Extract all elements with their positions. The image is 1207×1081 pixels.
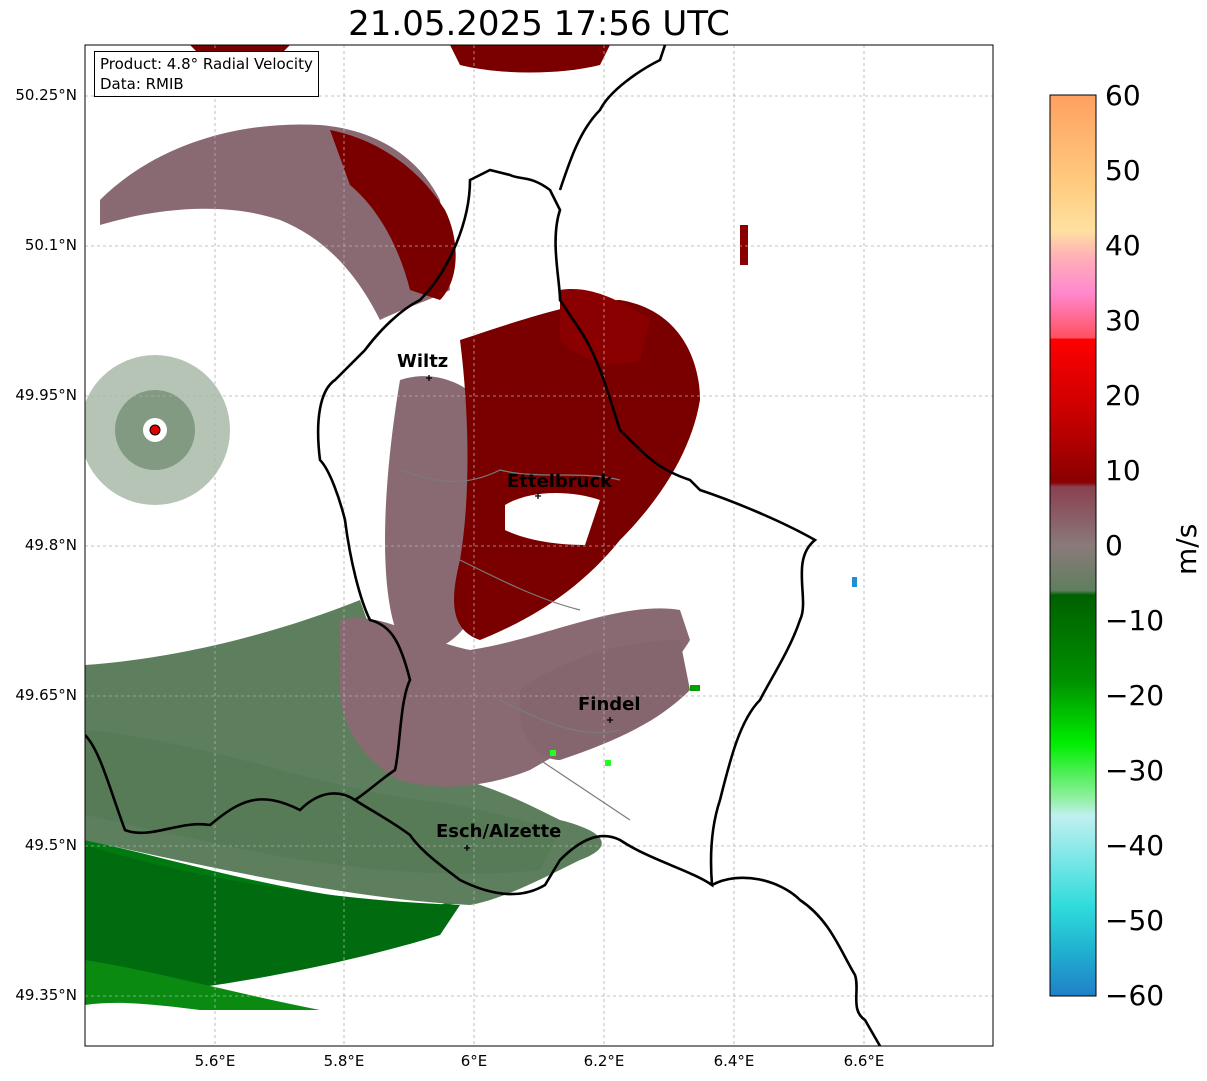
- colorbar-tick: 10: [1105, 454, 1141, 487]
- velocity-area-neutral-green-2: [85, 730, 560, 874]
- colorbar-tick: 30: [1105, 304, 1141, 337]
- x-tick-label: 6.2°E: [583, 1052, 625, 1070]
- velocity-gap: [505, 493, 600, 545]
- velocity-area-mauve-east: [520, 640, 690, 760]
- colorbar-tick: −40: [1105, 829, 1165, 862]
- x-tick-label: 6.6°E: [843, 1052, 885, 1070]
- x-tick-label: 6°E: [460, 1052, 488, 1070]
- y-tick-label: 49.35°N: [15, 986, 77, 1004]
- colorbar-tick: 60: [1105, 79, 1141, 112]
- radar-site-marker: [149, 424, 161, 436]
- colorbar-tick: −60: [1105, 979, 1165, 1012]
- velocity-area-receding-red-north: [560, 289, 650, 364]
- velocity-area-top-red: [450, 45, 610, 73]
- y-tick-label: 50.1°N: [24, 236, 77, 254]
- colorbar-unit-label: m/s: [1170, 523, 1203, 575]
- colorbar-tick: −30: [1105, 754, 1165, 787]
- radar-layer: [85, 45, 857, 1010]
- district-borders: [399, 469, 631, 821]
- x-tick-label: 5.8°E: [323, 1052, 365, 1070]
- colorbar-frame: [1049, 94, 1097, 997]
- colorbar-tick: 40: [1105, 229, 1141, 262]
- y-tick-label: 49.65°N: [15, 686, 77, 704]
- echo-speck: [852, 577, 857, 587]
- city-label-esch-alzette: Esch/Alzette: [436, 821, 562, 842]
- country-border-luxembourg: [316, 168, 818, 896]
- x-tick-label: 5.6°E: [194, 1052, 236, 1070]
- y-tick-label: 49.5°N: [24, 836, 77, 854]
- axes-frame: [84, 44, 994, 1047]
- info-box: Product: 4.8° Radial Velocity Data: RMIB: [94, 51, 319, 97]
- city-label-ettelbruck: Ettelbruck: [507, 471, 613, 492]
- city-label-wiltz: Wiltz: [397, 351, 449, 372]
- colorbar-tick: 50: [1105, 154, 1141, 187]
- product-label: Product: 4.8° Radial Velocity: [100, 55, 313, 73]
- velocity-area-green-edge: [85, 960, 320, 1010]
- echo-speck: [740, 225, 748, 265]
- map-title: 21.05.2025 17:56 UTC: [348, 4, 730, 44]
- colorbar-tick: 0: [1105, 529, 1123, 562]
- colorbar-tick: −20: [1105, 679, 1165, 712]
- city-markers: [426, 375, 613, 851]
- country-border-germany-france: [711, 876, 882, 1046]
- country-border-belgium-france: [85, 734, 356, 835]
- echo-speck: [550, 750, 556, 756]
- data-source-label: Data: RMIB: [100, 75, 184, 93]
- colorbar-tick: 20: [1105, 379, 1141, 412]
- velocity-area-green-deep: [85, 845, 460, 1000]
- x-tick-label: 6.4°E: [713, 1052, 755, 1070]
- velocity-area-receding-red: [454, 300, 700, 640]
- country-border-germany-north: [558, 45, 667, 191]
- y-tick-label: 50.25°N: [15, 86, 77, 104]
- echo-speck: [605, 760, 611, 766]
- colorbar-tick: −10: [1105, 604, 1165, 637]
- city-label-findel: Findel: [578, 694, 641, 715]
- echo-speck: [690, 685, 700, 691]
- borders: [85, 45, 882, 1046]
- y-tick-label: 49.8°N: [24, 536, 77, 554]
- velocity-area-northwest-red: [330, 130, 456, 300]
- colorbar-tick: −50: [1105, 904, 1165, 937]
- y-tick-label: 49.95°N: [15, 386, 77, 404]
